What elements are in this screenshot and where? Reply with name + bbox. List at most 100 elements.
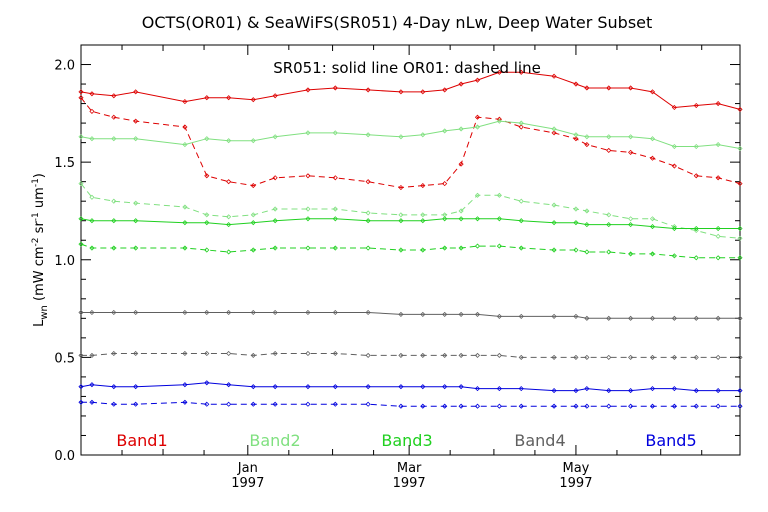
data-point (573, 403, 579, 409)
data-point (606, 147, 612, 153)
data-point (628, 134, 634, 140)
x-tick-label-year: 1997 (393, 476, 426, 491)
y-label-base: L (32, 319, 47, 327)
series-line-band4-or01 (81, 353, 740, 358)
data-point (573, 313, 579, 319)
data-point (442, 128, 448, 134)
data-point (111, 136, 117, 142)
data-point (398, 403, 404, 409)
data-point (628, 216, 634, 222)
data-point (226, 249, 232, 255)
data-point (250, 384, 256, 390)
data-point (551, 313, 557, 319)
data-point (133, 136, 139, 142)
data-point (715, 403, 721, 409)
data-point (671, 143, 677, 150)
data-point (649, 386, 656, 392)
data-point (671, 403, 677, 409)
data-point (250, 309, 256, 316)
data-point (89, 194, 95, 200)
data-point (458, 311, 464, 317)
data-point (474, 243, 481, 249)
data-point (715, 354, 721, 360)
data-point (693, 388, 699, 394)
data-point (628, 354, 634, 360)
data-point (226, 350, 232, 357)
data-point (628, 251, 634, 257)
data-point (606, 403, 612, 409)
data-point (420, 247, 426, 253)
data-point (496, 313, 502, 319)
data-point (715, 388, 721, 394)
data-point (474, 352, 481, 358)
data-point (474, 403, 481, 409)
data-point (715, 255, 721, 261)
data-point (737, 181, 743, 187)
data-point (89, 245, 95, 251)
data-point (671, 225, 677, 232)
data-point (78, 309, 84, 316)
data-point (584, 249, 590, 255)
data-point (182, 309, 188, 316)
data-point (693, 143, 699, 150)
data-point (518, 245, 524, 251)
data-point (133, 200, 139, 206)
series-line-band5-or01 (81, 401, 740, 407)
data-point (496, 118, 502, 124)
y-axis: 0.0 0.5 1.0 1.5 2.0 (54, 44, 740, 464)
data-point (420, 311, 426, 317)
data-point (133, 218, 139, 224)
data-point (305, 87, 311, 93)
data-point (133, 89, 139, 95)
data-point (442, 216, 448, 222)
y-label-open: (mW cm (32, 246, 47, 305)
data-point (551, 73, 557, 79)
data-point (332, 216, 338, 222)
data-point (518, 124, 524, 130)
data-point (649, 354, 656, 360)
data-point (573, 220, 579, 226)
data-point (78, 399, 84, 405)
series-line-band4-sr051 (81, 312, 740, 319)
data-point (398, 184, 404, 191)
data-point (89, 309, 95, 316)
data-point (204, 212, 210, 218)
data-point (250, 352, 256, 358)
series-line-band2-sr051 (80, 120, 741, 149)
data-point (398, 89, 404, 95)
data-point (606, 249, 612, 255)
data-point (420, 403, 426, 409)
data-point (182, 399, 188, 405)
data-point (649, 403, 656, 409)
chart-title: OCTS(OR01) & SeaWiFS(SR051) 4-Day nLw, D… (142, 13, 653, 32)
data-point (398, 218, 404, 224)
data-point (518, 403, 524, 409)
data-point (573, 247, 579, 253)
data-point (518, 198, 524, 204)
data-point (332, 85, 338, 91)
x-tick-label-month: May (562, 461, 589, 476)
data-point (226, 95, 232, 101)
data-point (442, 352, 448, 358)
data-point (474, 77, 481, 83)
data-point (420, 384, 426, 390)
data-point (78, 95, 84, 101)
data-point (305, 350, 311, 357)
series-line-band1-or01 (80, 97, 741, 189)
data-point (305, 309, 311, 316)
y-label-exp-3: -1 (31, 178, 41, 187)
data-point (458, 208, 464, 214)
data-point (250, 212, 256, 218)
y-label-mid-2: um (32, 187, 47, 212)
data-point (496, 192, 502, 198)
data-point (584, 315, 590, 321)
data-point (442, 87, 448, 93)
data-point (250, 138, 256, 144)
data-point (551, 354, 557, 360)
data-point (628, 315, 634, 321)
data-point (496, 216, 502, 222)
data-point (551, 126, 557, 132)
data-point (272, 206, 278, 212)
data-point (133, 401, 139, 407)
data-point (551, 220, 557, 226)
